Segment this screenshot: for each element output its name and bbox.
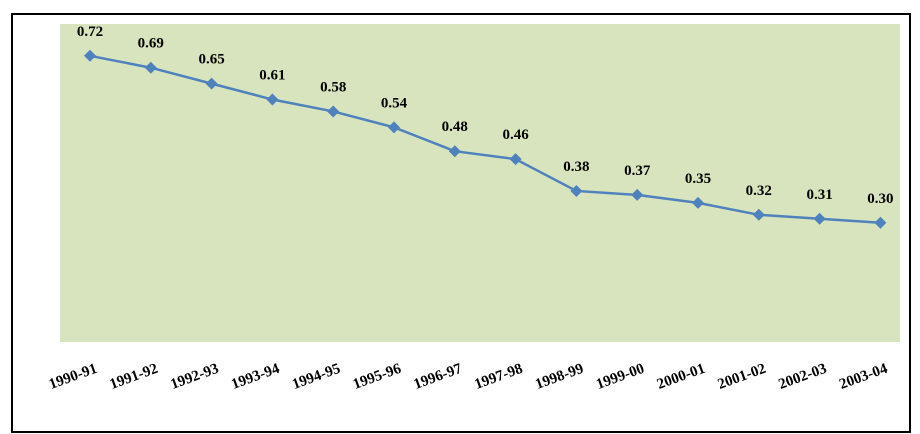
data-label: 0.46: [502, 127, 529, 143]
data-line: [89, 54, 881, 224]
data-label: 0.32: [746, 183, 772, 199]
data-point: [448, 145, 461, 158]
data-point: [752, 208, 765, 221]
data-point: [509, 153, 522, 166]
plot-area: [60, 24, 900, 342]
data-point: [266, 93, 279, 106]
data-label: 0.72: [77, 24, 103, 40]
data-label: 0.54: [381, 95, 408, 111]
data-label: 0.37: [624, 163, 651, 179]
data-label: 0.48: [442, 119, 468, 135]
data-point: [388, 121, 400, 134]
data-label: 0.31: [806, 187, 832, 203]
data-point: [570, 184, 583, 197]
data-point: [692, 196, 704, 209]
data-label: 0.38: [563, 159, 589, 175]
data-point: [327, 105, 340, 118]
data-point: [144, 61, 157, 74]
data-label: 0.35: [685, 171, 711, 187]
data-label: 0.65: [198, 52, 224, 68]
data-label: 0.30: [867, 191, 893, 207]
data-point: [205, 77, 218, 90]
data-point: [874, 216, 887, 229]
data-point: [631, 188, 644, 201]
data-label: 0.61: [259, 68, 285, 84]
data-point: [813, 212, 826, 225]
data-label: 0.58: [320, 79, 346, 95]
data-label: 0.69: [138, 36, 164, 52]
data-point: [84, 49, 96, 62]
